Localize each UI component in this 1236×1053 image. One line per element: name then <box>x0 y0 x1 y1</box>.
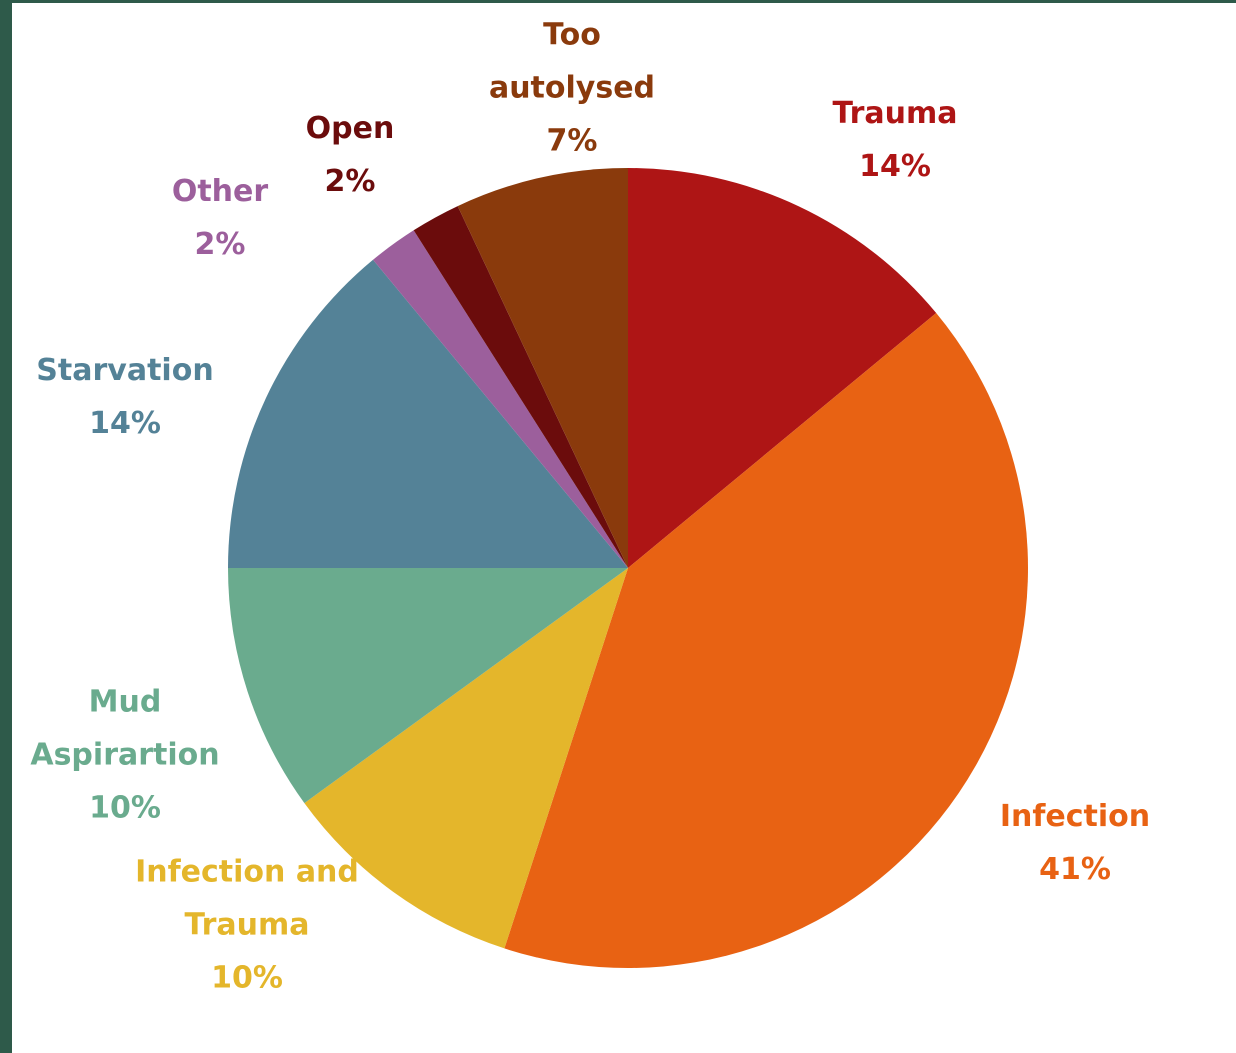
slice-label: Trauma 14% <box>745 87 1045 193</box>
value-label: 14% <box>859 149 931 184</box>
slice-label: Starvation 14% <box>0 344 275 450</box>
category-label: Mud Aspirartion <box>30 684 220 773</box>
category-label: Starvation <box>36 353 214 388</box>
category-label: Open <box>305 111 395 146</box>
pie-slice <box>228 259 628 568</box>
pie-slice <box>457 168 628 568</box>
category-label: Infection <box>999 799 1151 834</box>
slice-label: Infection 41% <box>925 790 1225 896</box>
value-label: 10% <box>211 960 283 996</box>
value-label: 41% <box>1039 852 1111 887</box>
value-label: 14% <box>89 406 161 441</box>
value-label: 10% <box>89 790 161 826</box>
pie-slice <box>504 313 1028 969</box>
category-label: Infection and Trauma <box>135 854 359 943</box>
slice-label: Infection and Trauma 10% <box>102 846 392 1005</box>
value-label: 7% <box>546 123 598 159</box>
category-label: Trauma <box>832 96 958 131</box>
category-label: Other <box>171 174 269 209</box>
category-label: Too autolysed <box>488 17 656 106</box>
pie-slice <box>628 168 937 568</box>
value-label: 2% <box>324 164 376 199</box>
pie-slice <box>373 230 628 568</box>
slice-label: Too autolysed 7% <box>467 9 677 168</box>
slice-label: Other 2% <box>70 165 370 271</box>
pie-slice <box>304 568 628 949</box>
slice-label: Open 2% <box>200 102 500 208</box>
slice-label: Mud Aspirartion 10% <box>10 676 240 835</box>
value-label: 2% <box>194 227 246 262</box>
pie-slice <box>228 568 628 804</box>
pie-slice <box>413 206 628 568</box>
